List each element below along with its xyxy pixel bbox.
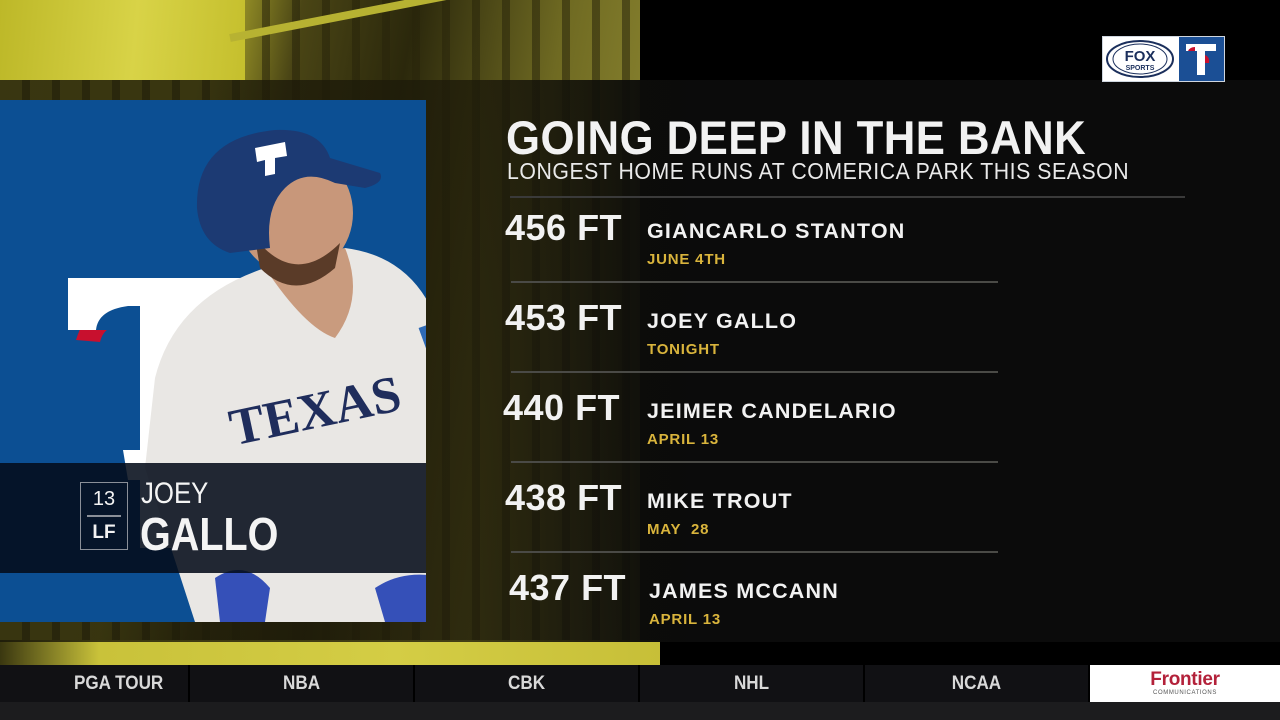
title-divider	[510, 196, 1185, 198]
ticker-tab-nhl[interactable]: NHL	[640, 665, 865, 702]
player-namebar	[0, 463, 426, 573]
home-run-row: 456 FT GIANCARLO STANTON JUNE 4TH	[500, 203, 1000, 293]
ticker-tab-cbk[interactable]: CBK	[415, 665, 640, 702]
fox-sports-icon: FOX SPORTS	[1105, 40, 1174, 78]
ticker-tab-pga-tour[interactable]: PGA TOUR	[0, 665, 190, 702]
player-name: JAMES MCCANN	[649, 579, 839, 603]
sponsor-logo: Frontier COMMUNICATIONS	[1090, 665, 1280, 702]
player-name: JOEY GALLO	[647, 309, 798, 333]
number-position-box: 13 LF	[80, 482, 128, 550]
rangers-logo	[1176, 37, 1224, 81]
bottom-strip	[0, 702, 1280, 720]
player-name: JEIMER CANDELARIO	[647, 399, 897, 423]
sponsor-name: Frontier	[1150, 668, 1220, 690]
yellow-beam-bottom	[0, 640, 660, 665]
home-run-row: 438 FT MIKE TROUT MAY 28	[500, 473, 1000, 563]
distance: 456 FT	[505, 207, 623, 248]
distance: 453 FT	[505, 297, 623, 338]
row-divider	[511, 281, 998, 283]
fox-sports-logo: FOX SPORTS	[1103, 37, 1177, 81]
home-run-row: 453 FT JOEY GALLO TONIGHT	[500, 293, 1000, 383]
divider	[87, 515, 121, 517]
jersey-number: 13	[92, 488, 116, 510]
player-last-name: GALLO	[140, 508, 279, 560]
home-run-row: 437 FT JAMES MCCANN APRIL 13	[500, 563, 1000, 653]
date: APRIL 13	[649, 611, 721, 628]
distance: 438 FT	[505, 477, 623, 518]
player-name: GIANCARLO STANTON	[647, 219, 906, 243]
ticker-tab-ncaa[interactable]: NCAA	[865, 665, 1090, 702]
distance: 440 FT	[503, 387, 621, 428]
ticker-tab-nba[interactable]: NBA	[190, 665, 415, 702]
svg-text:SPORTS: SPORTS	[1125, 65, 1154, 72]
distance: 437 FT	[509, 567, 627, 608]
player-name: MIKE TROUT	[647, 489, 793, 513]
player-first-name: JOEY	[141, 477, 209, 510]
network-logo-bug: FOX SPORTS	[1102, 36, 1225, 82]
graphic-subtitle: LONGEST HOME RUNS AT COMERICA PARK THIS …	[507, 158, 1130, 184]
date: APRIL 13	[647, 431, 719, 448]
row-divider	[511, 371, 998, 373]
date: MAY 28	[647, 521, 710, 538]
yellow-beam	[0, 0, 245, 80]
sports-ticker: PGA TOUR NBA CBK NHL NCAA Frontier COMMU…	[0, 665, 1280, 702]
player-position: LF	[92, 522, 116, 543]
row-divider	[511, 461, 998, 463]
svg-text:FOX: FOX	[1124, 48, 1155, 65]
sponsor-tagline: COMMUNICATIONS	[1153, 689, 1217, 696]
rangers-t-icon	[1186, 44, 1217, 75]
home-run-row: 440 FT JEIMER CANDELARIO APRIL 13	[500, 383, 1000, 473]
graphic-title: GOING DEEP IN THE BANK	[506, 111, 1087, 164]
date: JUNE 4TH	[647, 251, 726, 268]
railing	[229, 0, 486, 42]
date: TONIGHT	[647, 341, 720, 358]
row-divider	[511, 551, 998, 553]
